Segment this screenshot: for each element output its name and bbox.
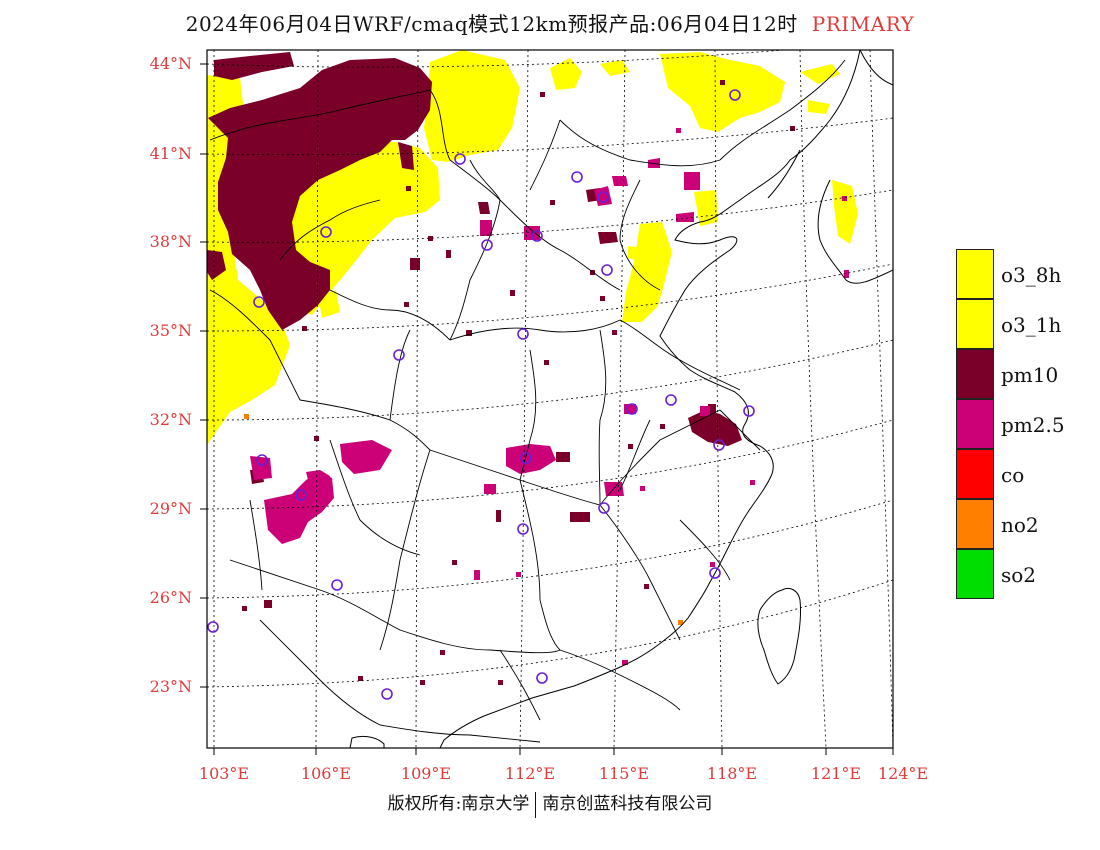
axis-ticks: [200, 63, 894, 755]
station-markers: [207, 89, 755, 700]
legend-swatch: [956, 499, 994, 549]
legend-swatch: [956, 449, 994, 499]
map-frame: [206, 49, 894, 749]
copyright-left: 版权所有:南京大学: [387, 794, 530, 814]
lat-label-44: 44°N: [149, 54, 192, 73]
legend-swatch: [956, 249, 994, 299]
copyright-right: 南京创蓝科技有限公司: [542, 794, 713, 814]
lon-label-103: 103°E: [198, 764, 250, 783]
lat-label-29: 29°N: [149, 499, 192, 518]
legend-label: co: [1001, 463, 1025, 487]
legend-swatch: [956, 549, 994, 599]
legend-swatch: [956, 299, 994, 349]
lat-label-38: 38°N: [149, 232, 192, 251]
lat-label-26: 26°N: [149, 588, 192, 607]
lon-label-124: 124°E: [877, 764, 929, 783]
legend-swatch: [956, 349, 994, 399]
lon-label-121: 121°E: [810, 764, 862, 783]
legend-label: o3_8h: [1001, 263, 1062, 287]
lon-label-115: 115°E: [598, 764, 650, 783]
footer-divider: [535, 791, 537, 818]
legend-label: o3_1h: [1001, 313, 1062, 337]
legend-label: so2: [1001, 563, 1037, 587]
copyright-footer: 版权所有:南京大学 南京创蓝科技有限公司: [0, 789, 1100, 818]
legend-label: pm2.5: [1001, 413, 1065, 437]
lon-label-109: 109°E: [400, 764, 452, 783]
scattered-pixels: [242, 80, 849, 685]
legend-label: pm10: [1001, 363, 1059, 387]
primary-tag: PRIMARY: [811, 12, 915, 36]
lat-label-32: 32°N: [149, 410, 192, 429]
pm10-regions: [207, 52, 742, 522]
lat-label-35: 35°N: [149, 321, 192, 340]
lon-label-112: 112°E: [504, 764, 556, 783]
title-text: 2024年06月04日WRF/cmaq模式12km预报产品:06月04日12时: [185, 12, 798, 36]
map-title: 2024年06月04日WRF/cmaq模式12km预报产品:06月04日12时 P…: [0, 8, 1100, 37]
province-borders: [209, 59, 846, 743]
legend-swatch: [956, 399, 994, 449]
legend-label: no2: [1001, 513, 1039, 537]
lat-label-41: 41°N: [149, 144, 192, 163]
lon-label-106: 106°E: [300, 764, 352, 783]
lon-label-118: 118°E: [706, 764, 758, 783]
coastline: [349, 50, 893, 748]
pm25-regions: [250, 158, 710, 544]
lat-label-23: 23°N: [149, 677, 192, 696]
